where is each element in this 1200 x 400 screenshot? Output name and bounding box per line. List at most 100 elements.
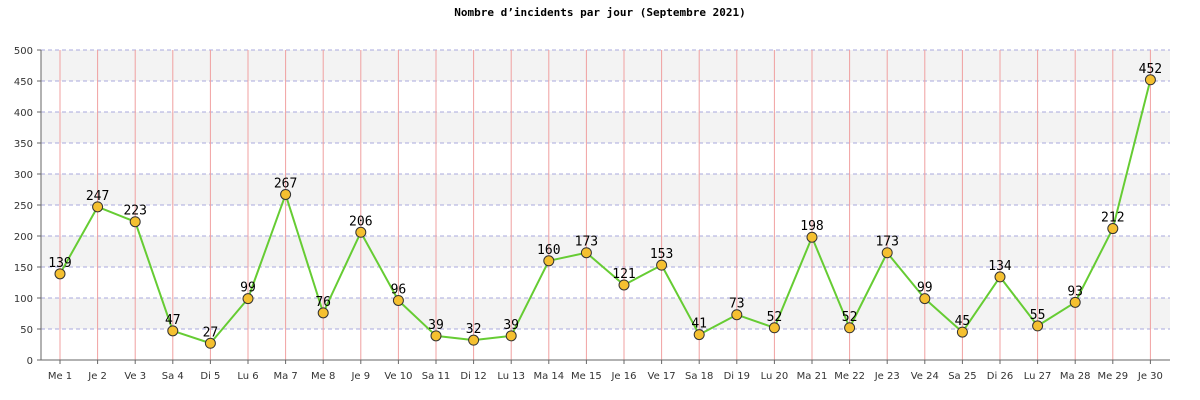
data-label: 452: [1139, 62, 1162, 77]
y-tick-label: 100: [14, 294, 33, 305]
data-point: [392, 294, 404, 306]
data-label: 39: [428, 318, 444, 333]
x-tick-label: Je 23: [874, 371, 900, 382]
horizontal-gridlines: [41, 49, 1170, 330]
data-point: [92, 201, 104, 213]
data-point: [693, 329, 705, 341]
data-point: [919, 293, 931, 305]
x-tick-label: Ma 7: [273, 371, 297, 382]
data-label: 121: [612, 267, 635, 282]
data-point: [280, 188, 292, 200]
x-tick-label: Me 29: [1097, 371, 1128, 382]
background-band: [41, 81, 1170, 112]
data-point: [505, 330, 517, 342]
x-tick-label: Ma 28: [1060, 371, 1091, 382]
data-label: 52: [842, 310, 858, 325]
y-tick-label: 300: [14, 170, 33, 181]
series-line: [59, 79, 1152, 345]
x-tick-label: Di 26: [987, 371, 1013, 382]
data-point: [806, 231, 818, 243]
x-tick-label: Ve 10: [384, 371, 412, 382]
y-tick-label: 400: [14, 108, 33, 119]
x-tick-label: Di 5: [200, 371, 220, 382]
background-band: [41, 143, 1170, 174]
y-axis-ticks: 0 50 100 150 200 250 300 350 400 450 500: [14, 46, 41, 367]
x-tick-label: Me 22: [834, 371, 865, 382]
x-tick-label: Me 15: [571, 371, 602, 382]
data-label: 134: [988, 259, 1012, 274]
vertical-gridlines: [59, 50, 1151, 360]
data-label: 27: [203, 325, 219, 340]
x-tick-label: Je 16: [610, 371, 636, 382]
background-band: [41, 50, 1170, 81]
data-point: [580, 247, 592, 259]
x-tick-label: Sa 11: [422, 371, 450, 382]
data-label: 153: [650, 247, 673, 262]
data-label: 139: [48, 256, 71, 271]
x-tick-label: Je 30: [1137, 371, 1163, 382]
x-tick-label: Ma 14: [533, 371, 564, 382]
background-band: [41, 174, 1170, 205]
background-bands: [41, 50, 1170, 360]
data-label: 39: [503, 318, 519, 333]
data-point: [1032, 320, 1044, 332]
data-point: [994, 271, 1006, 283]
data-point: [956, 326, 968, 338]
x-tick-label: Sa 18: [685, 371, 713, 382]
data-point: [881, 247, 893, 259]
data-series: [59, 79, 1152, 345]
x-tick-label: Me 1: [48, 371, 72, 382]
y-tick-label: 150: [14, 263, 33, 274]
data-label: 55: [1030, 308, 1046, 323]
y-tick-label: 200: [14, 232, 33, 243]
x-tick-label: Ve 3: [124, 371, 146, 382]
x-tick-label: Lu 27: [1024, 371, 1052, 382]
background-band: [41, 329, 1170, 360]
data-label: 73: [729, 297, 745, 312]
data-label: 173: [875, 235, 898, 250]
data-label: 47: [165, 313, 181, 328]
y-tick-label: 450: [14, 77, 33, 88]
data-label: 173: [575, 235, 598, 250]
x-tick-label: Je 9: [350, 371, 370, 382]
x-tick-label: Sa 4: [162, 371, 184, 382]
data-point: [844, 322, 856, 334]
background-band: [41, 205, 1170, 236]
data-point: [1069, 296, 1081, 308]
x-tick-label: Ma 21: [797, 371, 828, 382]
x-tick-label: Di 19: [724, 371, 750, 382]
y-tick-label: 500: [14, 46, 33, 57]
data-point: [430, 330, 442, 342]
data-label: 32: [466, 322, 482, 337]
data-label: 52: [767, 310, 783, 325]
data-label: 96: [391, 282, 407, 297]
data-point: [731, 309, 743, 321]
data-point: [167, 325, 179, 337]
data-label: 223: [123, 204, 146, 219]
data-label: 198: [800, 219, 823, 234]
data-label: 206: [349, 214, 372, 229]
data-label: 267: [274, 176, 297, 191]
x-tick-label: Ve 24: [911, 371, 939, 382]
background-band: [41, 267, 1170, 298]
x-tick-label: Je 2: [87, 371, 107, 382]
data-label: 247: [86, 189, 109, 204]
y-tick-label: 0: [27, 356, 33, 367]
data-point: [1144, 74, 1156, 86]
chart-title: Nombre d’incidents par jour (Septembre 2…: [454, 6, 746, 19]
data-label: 41: [691, 317, 707, 332]
data-label: 99: [917, 281, 933, 296]
y-tick-label: 50: [20, 325, 33, 336]
data-label: 93: [1067, 284, 1083, 299]
background-band: [41, 236, 1170, 267]
data-label: 45: [955, 314, 971, 329]
data-point: [768, 322, 780, 334]
data-point: [1107, 223, 1119, 235]
y-tick-label: 350: [14, 139, 33, 150]
x-tick-label: Lu 13: [497, 371, 525, 382]
data-point: [618, 279, 630, 291]
x-tick-label: Me 8: [311, 371, 335, 382]
data-point: [242, 293, 254, 305]
data-point: [317, 307, 329, 319]
